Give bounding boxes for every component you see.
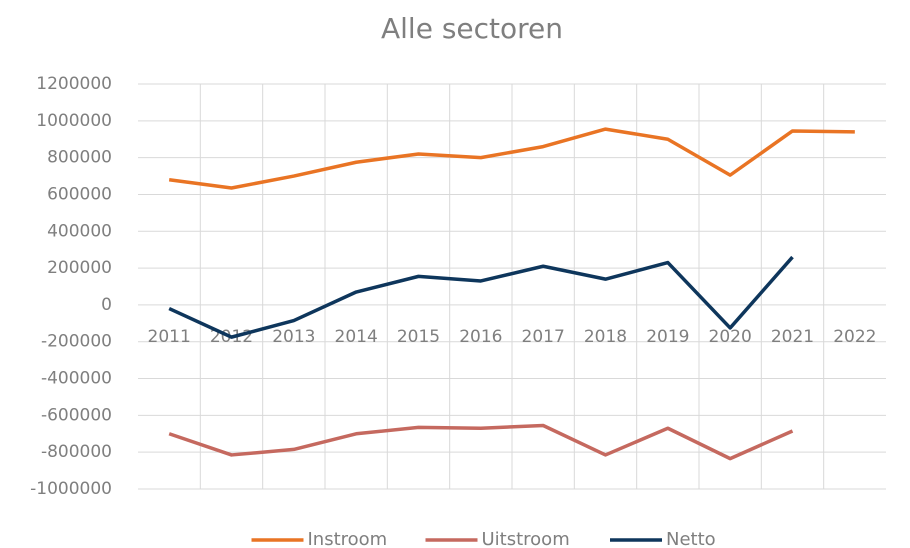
y-tick-label: 200000 [47,258,112,278]
x-tick-label: 2013 [272,327,315,347]
x-tick-label: 2016 [459,327,502,347]
y-tick-label: -600000 [41,405,112,425]
legend-label: Instroom [308,529,388,548]
legend-label: Uitstroom [482,529,570,548]
x-tick-label: 2019 [646,327,689,347]
series-line [168,423,794,461]
y-tick-label: -1000000 [30,479,112,499]
chart-title: Alle sectoren [381,12,563,45]
y-tick-label: -400000 [41,369,112,389]
y-tick-label: -200000 [41,332,112,352]
y-tick-label: 1200000 [36,74,112,94]
y-tick-label: -800000 [41,442,112,462]
x-tick-label: 2015 [397,327,440,347]
y-tick-label: 1000000 [36,111,112,131]
x-tick-label: 2020 [709,327,752,347]
x-tick-label: 2022 [833,327,876,347]
y-tick-label: 400000 [47,221,112,241]
y-tick-label: 800000 [47,148,112,168]
y-tick-label: 600000 [47,184,112,204]
x-tick-label: 2021 [771,327,814,347]
x-tick-label: 2018 [584,327,627,347]
legend-label: Netto [666,529,716,548]
y-tick-label: 0 [101,295,112,315]
series-line [168,255,794,339]
x-tick-label: 2014 [335,327,378,347]
series-line [168,127,855,190]
x-tick-label: 2011 [148,327,191,347]
x-tick-label: 2017 [522,327,565,347]
